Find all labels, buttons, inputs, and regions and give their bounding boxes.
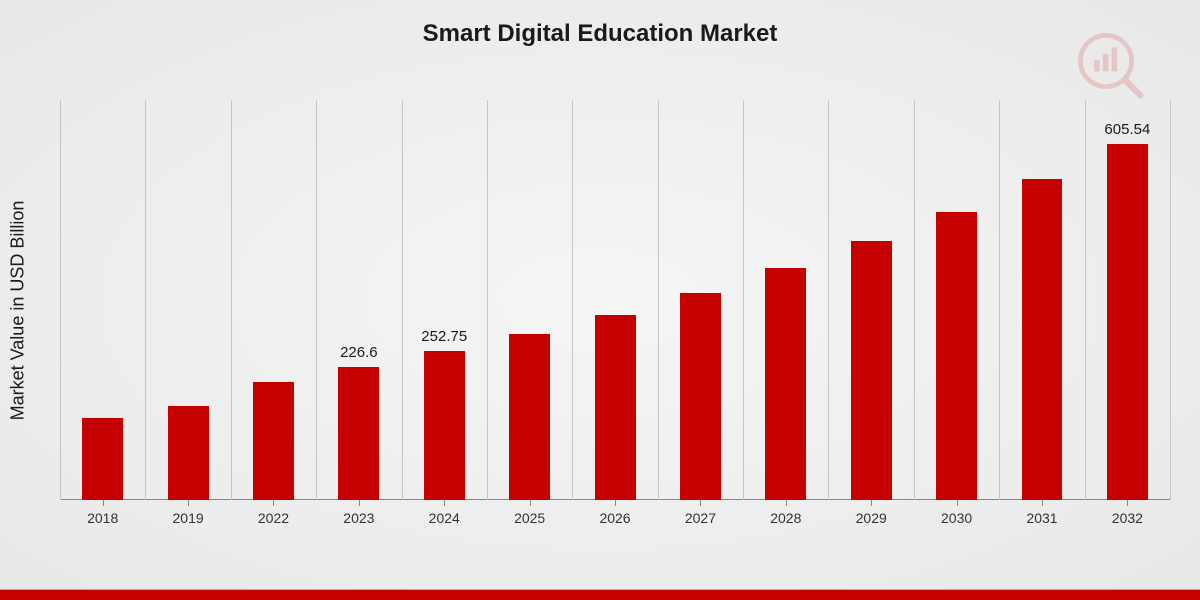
x-axis-tick-label: 2029 <box>829 500 914 540</box>
x-axis-tick <box>957 500 958 506</box>
x-axis-tick <box>103 500 104 506</box>
plot-area: 226.6252.75605.54 2018201920222023202420… <box>60 100 1170 540</box>
bar: 605.54 <box>1107 144 1148 500</box>
grid-line <box>145 100 146 500</box>
x-axis-tick <box>359 500 360 506</box>
x-axis-tick-label: 2025 <box>487 500 572 540</box>
bar <box>765 268 806 500</box>
bar-slot <box>658 100 743 500</box>
y-axis-label: Market Value in USD Billion <box>8 201 29 421</box>
bar <box>1022 179 1063 500</box>
grid-line <box>487 100 488 500</box>
bar-value-label: 252.75 <box>421 328 467 345</box>
bar-slot <box>231 100 316 500</box>
chart-title: Smart Digital Education Market <box>0 20 1200 48</box>
x-axis-tick <box>530 500 531 506</box>
x-axis-labels: 2018201920222023202420252026202720282029… <box>60 500 1170 540</box>
grid-line <box>60 100 61 500</box>
bar-slot <box>487 100 572 500</box>
x-axis-tick-label: 2023 <box>316 500 401 540</box>
bar-slot <box>999 100 1084 500</box>
grid-line <box>1170 100 1171 500</box>
x-axis-tick-label: 2031 <box>999 500 1084 540</box>
bar <box>253 382 294 500</box>
grid-line <box>743 100 744 500</box>
grid-line <box>999 100 1000 500</box>
bar-slot <box>60 100 145 500</box>
x-axis-tick <box>786 500 787 506</box>
bar-slot <box>145 100 230 500</box>
watermark-logo-icon <box>1070 25 1150 105</box>
bar: 226.6 <box>338 367 379 500</box>
bar-slot <box>829 100 914 500</box>
x-axis-tick <box>871 500 872 506</box>
bar-slot <box>914 100 999 500</box>
bar-slot: 226.6 <box>316 100 401 500</box>
grid-line <box>914 100 915 500</box>
x-axis-tick <box>188 500 189 506</box>
bars-container: 226.6 252.75 605.54 <box>60 100 1170 500</box>
x-axis-tick <box>1042 500 1043 506</box>
x-axis-tick-label: 2027 <box>658 500 743 540</box>
x-axis-tick <box>273 500 274 506</box>
bar <box>595 315 636 500</box>
x-axis-tick-label: 2019 <box>145 500 230 540</box>
grid-line <box>572 100 573 500</box>
bar <box>680 293 721 500</box>
bar-slot: 252.75 <box>402 100 487 500</box>
x-axis-tick <box>444 500 445 506</box>
x-axis-tick <box>700 500 701 506</box>
bar <box>82 418 123 500</box>
x-axis-tick-label: 2032 <box>1085 500 1170 540</box>
grid-line <box>231 100 232 500</box>
bar-slot: 605.54 <box>1085 100 1170 500</box>
grid-line <box>1085 100 1086 500</box>
x-axis-tick-label: 2030 <box>914 500 999 540</box>
x-axis-tick <box>615 500 616 506</box>
grid-line <box>658 100 659 500</box>
x-axis-tick-label: 2024 <box>402 500 487 540</box>
bar-slot <box>743 100 828 500</box>
x-axis-tick <box>1127 500 1128 506</box>
x-axis-tick-label: 2026 <box>572 500 657 540</box>
bar <box>168 406 209 500</box>
footer-accent-bar <box>0 590 1200 600</box>
grid-line <box>316 100 317 500</box>
bar: 252.75 <box>424 351 465 500</box>
x-axis-tick-label: 2028 <box>743 500 828 540</box>
grid-line <box>828 100 829 500</box>
x-axis-tick-label: 2018 <box>60 500 145 540</box>
grid-line <box>402 100 403 500</box>
x-axis-tick-label: 2022 <box>231 500 316 540</box>
bar-slot <box>572 100 657 500</box>
bar <box>509 334 550 500</box>
bar <box>936 212 977 500</box>
bar-value-label: 226.6 <box>340 344 378 361</box>
bar <box>851 241 892 500</box>
bar-value-label: 605.54 <box>1104 121 1150 138</box>
